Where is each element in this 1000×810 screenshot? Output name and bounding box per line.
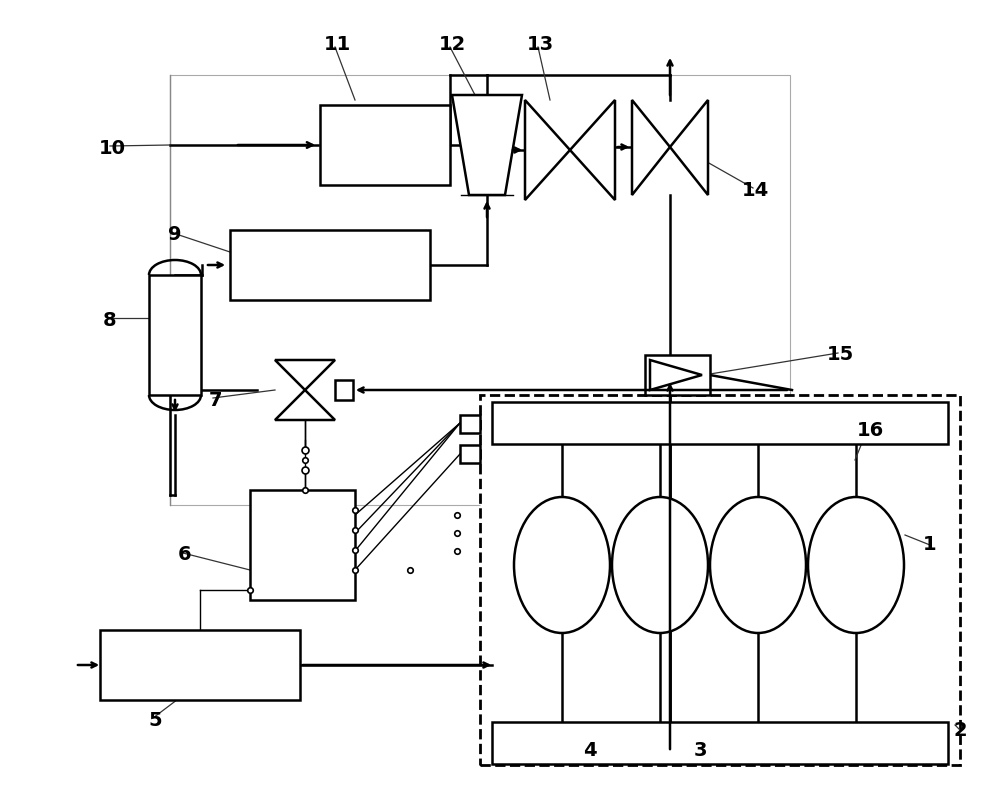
Ellipse shape [514, 497, 610, 633]
Text: 12: 12 [438, 36, 466, 54]
Bar [645, 355, 710, 395]
Text: 6: 6 [178, 545, 192, 565]
Polygon shape [275, 390, 335, 420]
Text: 3: 3 [693, 740, 707, 760]
Polygon shape [570, 100, 615, 200]
Text: 16: 16 [856, 420, 884, 440]
Text: 2: 2 [953, 721, 967, 740]
Ellipse shape [808, 497, 904, 633]
Text: 13: 13 [526, 36, 554, 54]
Bar [460, 445, 480, 463]
Text: 4: 4 [583, 740, 597, 760]
Text: 5: 5 [148, 710, 162, 730]
Text: 1: 1 [923, 535, 937, 555]
Ellipse shape [710, 497, 806, 633]
Bar [492, 722, 948, 764]
Text: 7: 7 [208, 390, 222, 410]
Polygon shape [650, 360, 702, 390]
Bar [460, 415, 480, 433]
Bar [100, 630, 300, 700]
Bar [149, 275, 201, 395]
Text: 11: 11 [323, 36, 351, 54]
Bar [320, 105, 450, 185]
Bar [492, 402, 948, 444]
Text: 9: 9 [168, 225, 182, 245]
Text: 14: 14 [741, 181, 769, 199]
Polygon shape [632, 100, 670, 195]
Polygon shape [452, 95, 522, 195]
Bar [335, 380, 353, 400]
Bar [170, 75, 790, 505]
Text: 10: 10 [98, 139, 126, 157]
Text: 15: 15 [826, 346, 854, 364]
Polygon shape [525, 100, 570, 200]
Bar [230, 230, 430, 300]
Bar [250, 490, 355, 600]
Text: 8: 8 [103, 310, 117, 330]
Polygon shape [275, 360, 335, 390]
Ellipse shape [612, 497, 708, 633]
Polygon shape [670, 100, 708, 195]
Bar [480, 395, 960, 765]
